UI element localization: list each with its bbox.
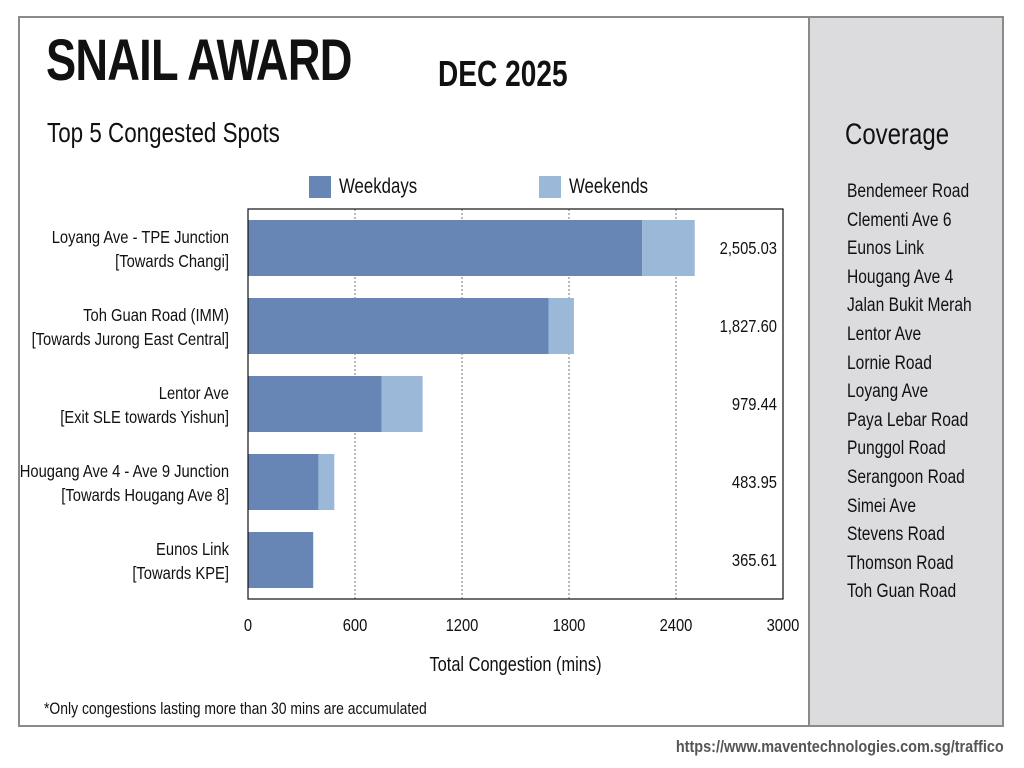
coverage-item: Hougang Ave 4 bbox=[847, 266, 954, 288]
bar-weekdays bbox=[248, 376, 382, 432]
x-tick-label: 600 bbox=[343, 616, 368, 636]
coverage-item: Serangoon Road bbox=[847, 466, 965, 488]
x-tick-label: 1800 bbox=[553, 616, 586, 636]
data-label: 483.95 bbox=[732, 473, 777, 493]
category-label: Lentor Ave bbox=[159, 384, 229, 404]
category-label: Loyang Ave - TPE Junction bbox=[52, 228, 229, 248]
bar-weekdays bbox=[248, 532, 314, 588]
data-label: 1,827.60 bbox=[720, 317, 777, 337]
coverage-item: Simei Ave bbox=[847, 495, 916, 517]
x-axis-label: Total Congestion (mins) bbox=[429, 652, 601, 675]
coverage-item: Clementi Ave 6 bbox=[847, 209, 952, 231]
category-label: Eunos Link bbox=[156, 540, 230, 560]
legend-weekends-swatch bbox=[539, 176, 561, 198]
legend-weekdays-swatch bbox=[309, 176, 331, 198]
data-label: 2,505.03 bbox=[720, 239, 777, 259]
chart-subtitle: Top 5 Congested Spots bbox=[47, 117, 280, 148]
bar-weekends bbox=[548, 298, 574, 354]
source-url[interactable]: https://www.maventechnologies.com.sg/tra… bbox=[676, 737, 1004, 756]
category-label: Toh Guan Road (IMM) bbox=[83, 306, 229, 326]
category-label: [Towards Hougang Ave 8] bbox=[61, 486, 229, 506]
coverage-item: Paya Lebar Road bbox=[847, 409, 969, 431]
x-tick-label: 2400 bbox=[660, 616, 693, 636]
coverage-item: Thomson Road bbox=[847, 552, 954, 574]
coverage-item: Bendemeer Road bbox=[847, 181, 970, 202]
category-label: [Towards KPE] bbox=[132, 564, 229, 584]
x-tick-label: 1200 bbox=[446, 616, 479, 636]
bar-weekdays bbox=[248, 220, 643, 276]
plot-frame bbox=[247, 208, 784, 600]
coverage-item: Punggol Road bbox=[847, 438, 946, 460]
coverage-item: Jalan Bukit Merah bbox=[847, 295, 972, 317]
data-label: 979.44 bbox=[732, 395, 777, 415]
x-tick-label: 0 bbox=[244, 616, 252, 636]
bar-weekdays bbox=[248, 454, 319, 510]
coverage-item: Lornie Road bbox=[847, 352, 932, 374]
coverage-sidebar bbox=[808, 16, 1004, 727]
category-label: [Towards Jurong East Central] bbox=[32, 330, 229, 350]
category-label: Hougang Ave 4 - Ave 9 Junction bbox=[20, 462, 229, 482]
coverage-item: Loyang Ave bbox=[847, 381, 929, 403]
page-title: SNAIL AWARD bbox=[46, 28, 352, 93]
coverage-item: Lentor Ave bbox=[847, 323, 922, 345]
bar-weekends bbox=[381, 376, 423, 432]
category-label: [Exit SLE towards Yishun] bbox=[60, 408, 229, 428]
bar-weekdays bbox=[248, 298, 549, 354]
footnote: *Only congestions lasting more than 30 m… bbox=[44, 699, 427, 718]
coverage-list: Bendemeer Road Clementi Ave 6 Eunos Link Ho… bbox=[847, 181, 999, 610]
legend-weekends: Weekends bbox=[539, 175, 668, 199]
legend-weekends-label: Weekends bbox=[569, 175, 649, 198]
coverage-item: Eunos Link bbox=[847, 238, 925, 260]
x-tick-label: 3000 bbox=[767, 616, 800, 636]
bar-weekends bbox=[318, 454, 335, 510]
legend-weekdays-label: Weekdays bbox=[339, 175, 418, 198]
legend-weekdays: Weekdays bbox=[309, 175, 437, 199]
coverage-item: Stevens Road bbox=[847, 524, 945, 546]
data-label: 365.61 bbox=[732, 551, 777, 571]
period-label: DEC 2025 bbox=[438, 53, 568, 94]
category-label: [Towards Changi] bbox=[115, 252, 229, 272]
coverage-item: Toh Guan Road bbox=[847, 581, 957, 603]
bar-weekends bbox=[642, 220, 695, 276]
coverage-title: Coverage bbox=[845, 118, 950, 151]
